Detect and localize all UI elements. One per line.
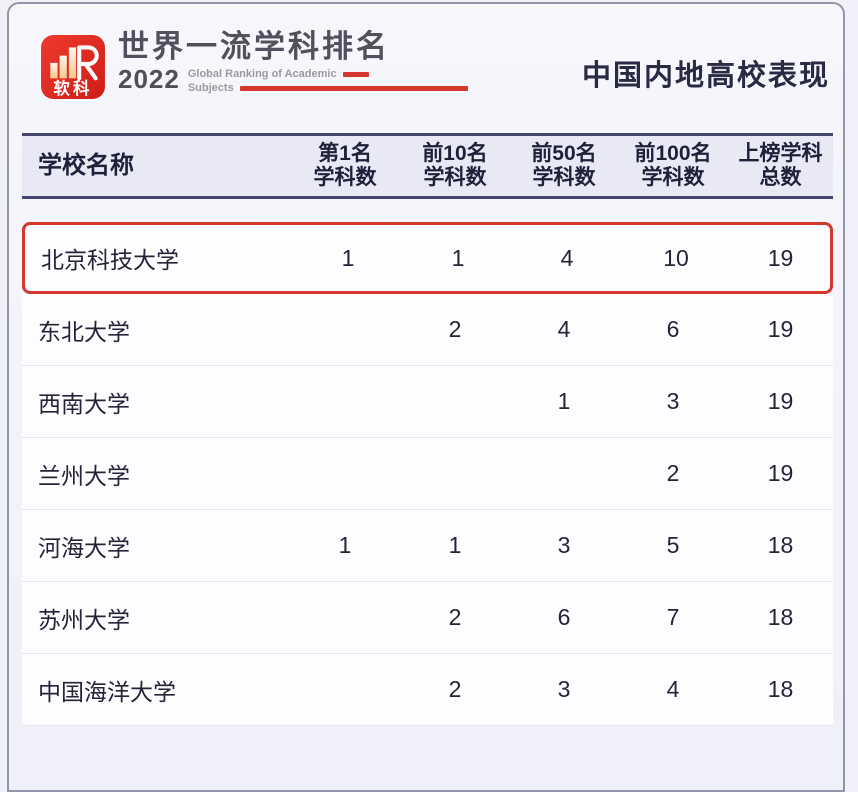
total-count: 18 [767, 532, 794, 558]
table-row: 中国海洋大学 2 3 4 18 [22, 654, 833, 726]
school-name: 北京科技大学 [41, 247, 179, 273]
school-name: 中国海洋大学 [38, 678, 176, 705]
top100-count: 7 [666, 604, 680, 630]
table-header-row: 学校名称 第1名 学科数 前10名 学科数 前50名 学科数 前100名 学科数 上榜学… [22, 133, 833, 199]
table-row: 苏州大学 2 6 7 18 [22, 582, 833, 654]
page-title: 中国内地高校表现 [581, 60, 830, 92]
column-header-total: 上榜学科 总数 [738, 141, 823, 189]
top100-count: 2 [666, 460, 680, 486]
school-name: 苏州大学 [38, 606, 130, 633]
top1-count: 1 [338, 532, 352, 558]
ranking-title: 世界一流学科排名 [118, 29, 390, 64]
table-row: 西南大学 1 3 19 [22, 366, 833, 438]
top100-count: 6 [666, 316, 680, 342]
total-count: 19 [767, 316, 794, 342]
top-header: 软科 世界一流学科排名 2022 Global Ranking of Acade… [40, 29, 830, 116]
school-name: 兰州大学 [38, 462, 130, 489]
top50-count: 3 [557, 676, 571, 702]
ranking-subtitle-line1: Global Ranking of Academic [187, 68, 337, 81]
table-row: 兰州大学 2 19 [22, 438, 833, 510]
school-name: 河海大学 [38, 534, 130, 561]
table-row: 东北大学 2 4 6 19 [22, 294, 833, 366]
column-header-top50: 前50名 学科数 [531, 141, 597, 189]
total-count: 18 [767, 604, 794, 630]
total-count: 18 [767, 676, 794, 702]
red-dash-decoration [342, 72, 369, 78]
svg-text:软科: 软科 [53, 78, 92, 98]
top100-count: 10 [663, 244, 689, 271]
ranking-year: 2022 [118, 64, 180, 95]
ruanke-logo-icon: 软科 [40, 34, 106, 100]
top100-count: 4 [666, 676, 680, 702]
table-body: 北京科技大学 1 1 4 10 19 东北大学 2 4 6 19 西南大学 1 … [22, 222, 833, 726]
top50-count: 3 [557, 532, 571, 558]
top50-count: 4 [557, 316, 571, 342]
top50-count: 1 [557, 388, 571, 414]
top10-count: 1 [451, 244, 465, 271]
column-header-top10: 前10名 学科数 [422, 141, 488, 189]
total-count: 19 [767, 460, 794, 486]
top50-count: 4 [560, 244, 574, 271]
top10-count: 2 [448, 604, 462, 630]
total-count: 19 [767, 388, 794, 414]
column-header-top100: 前100名 学科数 [634, 141, 712, 189]
top10-count: 1 [448, 532, 462, 558]
school-name: 东北大学 [38, 318, 130, 345]
column-header-school: 学校名称 [38, 152, 134, 180]
total-count: 19 [767, 244, 794, 271]
top10-count: 2 [448, 676, 462, 702]
ranking-subtitle-line2: Subjects [187, 81, 234, 94]
top100-count: 3 [666, 388, 680, 414]
ranking-logo-text: 世界一流学科排名 2022 Global Ranking of Academic… [118, 29, 468, 96]
top1-count: 1 [341, 244, 355, 271]
top10-count: 2 [448, 316, 462, 342]
red-underline-decoration [239, 86, 468, 92]
column-header-top1: 第1名 学科数 [313, 141, 377, 189]
school-name: 西南大学 [38, 390, 130, 417]
table-row-highlighted: 北京科技大学 1 1 4 10 19 [22, 222, 833, 294]
top100-count: 5 [666, 532, 680, 558]
table-row: 河海大学 1 1 3 5 18 [22, 510, 833, 582]
top50-count: 6 [557, 604, 571, 630]
